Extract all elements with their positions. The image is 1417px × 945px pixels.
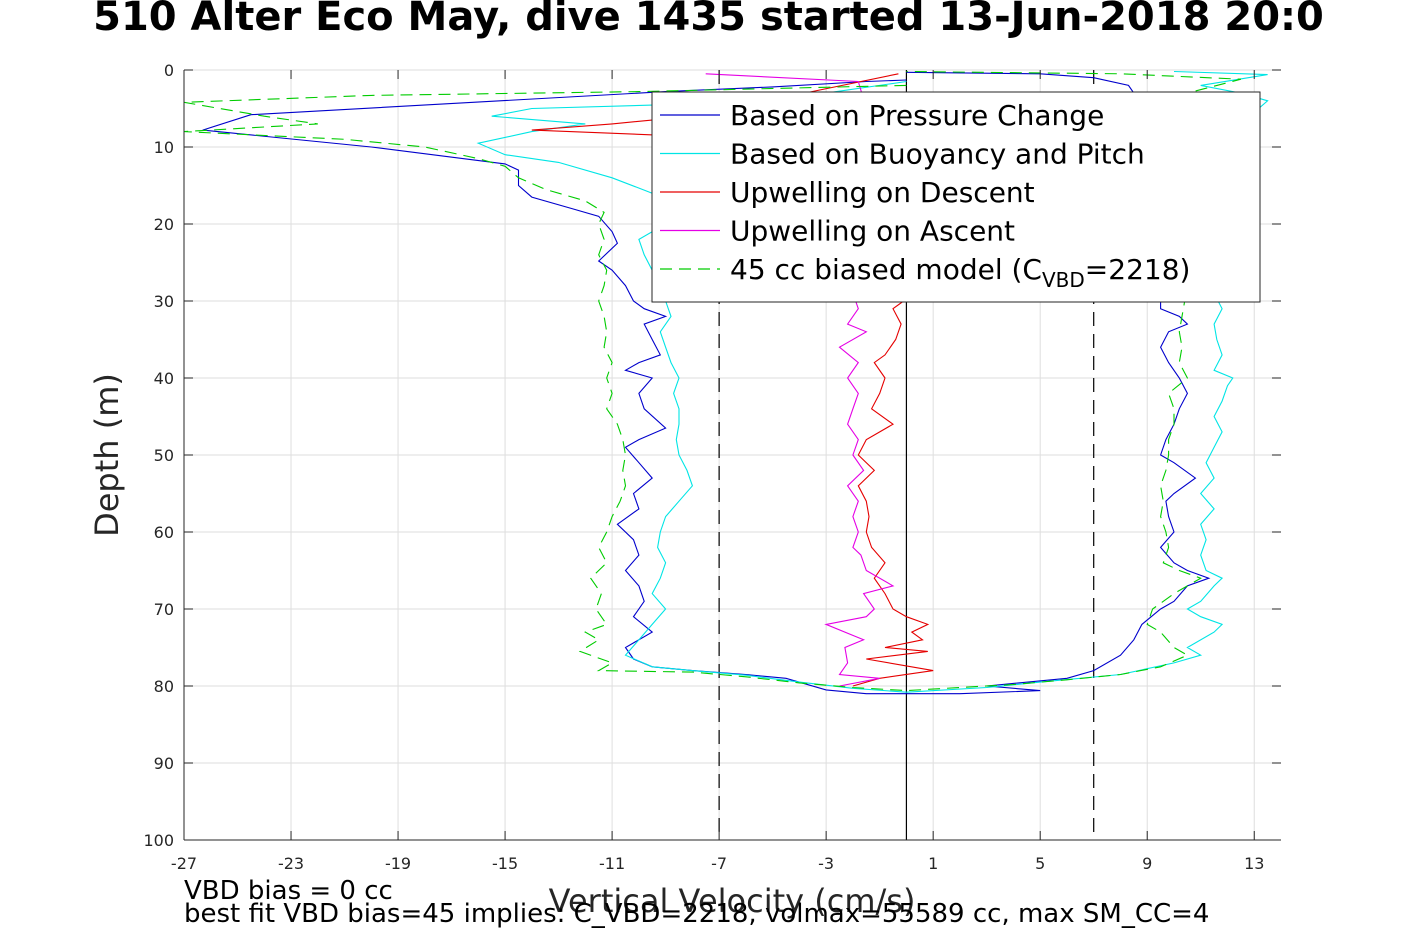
legend-entry-label: Based on Buoyancy and Pitch xyxy=(730,138,1145,171)
legend-entry-label: Based on Pressure Change xyxy=(730,99,1104,132)
x-tick-label: -3 xyxy=(818,854,834,873)
x-tick-label: -7 xyxy=(711,854,727,873)
x-tick-label: 13 xyxy=(1244,854,1264,873)
y-tick-label: 40 xyxy=(154,369,174,388)
y-tick-label: 90 xyxy=(154,754,174,773)
legend: Based on Pressure Change Based on Buoyanc… xyxy=(651,91,1261,303)
y-tick-label: 30 xyxy=(154,292,174,311)
x-tick-label: -23 xyxy=(278,854,304,873)
legend-entry-label: Upwelling on Descent xyxy=(730,176,1035,209)
y-tick-label: 50 xyxy=(154,446,174,465)
series-line-2 xyxy=(476,70,1269,693)
axes xyxy=(183,69,1281,841)
y-tick-label: 60 xyxy=(154,523,174,542)
footnote-vbd-bias: VBD bias = 0 cc xyxy=(184,876,393,906)
x-tick-label: -15 xyxy=(492,854,518,873)
footnote-best-fit: best fit VBD bias=45 implies: C_VBD=2218… xyxy=(184,899,1210,929)
y-tick-label: 0 xyxy=(164,61,174,80)
series-line-1 xyxy=(202,71,1211,695)
x-tick-label: -27 xyxy=(171,854,197,873)
x-tick-label: 5 xyxy=(1035,854,1045,873)
x-tick-label: 1 xyxy=(928,854,938,873)
legend-box xyxy=(651,91,1261,303)
series-line-5 xyxy=(184,70,1242,692)
x-axis-label: Vertical Velocity (cm/s) xyxy=(549,882,916,920)
y-tick-label: 20 xyxy=(154,215,174,234)
y-tick-label: 10 xyxy=(154,138,174,157)
tick-labels: -27 -23 -19 -15 -11 -7 -3 1 5 9 13 0 10 20 30 40 50 60 70 8… xyxy=(143,61,1264,873)
legend-entry-label: 45 cc biased model (CVBD=2218) xyxy=(730,253,1190,292)
chart-title: 510 Alter Eco May, dive 1435 started 13-… xyxy=(93,0,1324,40)
x-tick-label: 9 xyxy=(1142,854,1152,873)
y-axis-label: Depth (m) xyxy=(88,373,126,537)
legend-entry-label: Upwelling on Ascent xyxy=(730,215,1015,248)
y-tick-label: 80 xyxy=(154,677,174,696)
x-tick-label: -19 xyxy=(385,854,411,873)
y-tick-label: 100 xyxy=(143,831,174,850)
x-tick-label: -11 xyxy=(599,854,625,873)
y-tick-label: 70 xyxy=(154,600,174,619)
